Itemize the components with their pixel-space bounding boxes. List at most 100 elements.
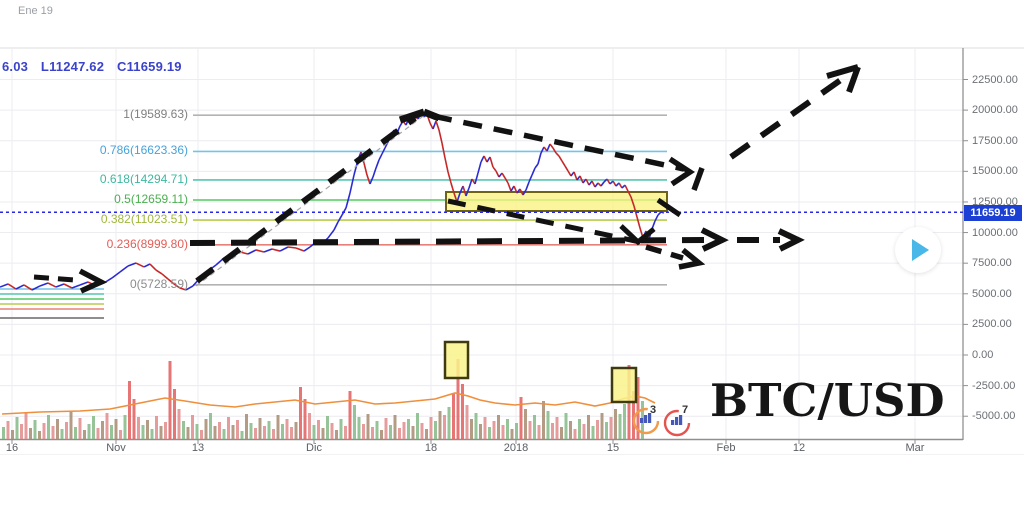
- price-line-segment: [79, 281, 89, 286]
- volume-bar: [524, 409, 527, 439]
- volume-bar: [501, 425, 505, 439]
- volume-bar: [137, 417, 140, 439]
- volume-bar: [204, 419, 208, 439]
- idea-badge-ring[interactable]: [663, 409, 691, 437]
- volume-bar: [231, 425, 235, 439]
- drawn-arrow: [189, 237, 705, 246]
- current-price-tag: 11659.19: [964, 205, 1022, 221]
- x-axis-label: 2018: [503, 442, 529, 454]
- x-axis-label: 15: [606, 442, 620, 454]
- volume-bar: [578, 419, 581, 439]
- price-line-segment: [507, 182, 512, 192]
- volume-bar: [438, 411, 442, 439]
- idea-badge-chart-glyph: [644, 415, 648, 423]
- volume-bar: [11, 430, 14, 439]
- price-line-segment: [111, 271, 121, 279]
- y-axis-label: -5000.00: [972, 410, 1016, 423]
- price-line-segment: [435, 120, 440, 131]
- price-line-segment: [71, 284, 81, 289]
- volume-bar: [60, 429, 64, 439]
- price-line-segment: [483, 155, 488, 163]
- volume-bar: [546, 411, 550, 439]
- price-line-segment: [438, 129, 443, 144]
- price-line-segment: [161, 273, 169, 280]
- price-line-segment: [23, 284, 33, 291]
- volume-bar: [258, 418, 262, 439]
- volume-bar: [105, 413, 109, 439]
- footer-bar: 202 0: [0, 455, 1024, 512]
- price-line-segment: [534, 163, 539, 169]
- volume-bar: [429, 417, 433, 439]
- fib-label-0.236: 0.236(8999.80): [106, 236, 188, 251]
- volume-bar: [479, 424, 482, 439]
- volume-bar: [299, 387, 302, 439]
- volume-bar: [618, 414, 622, 439]
- y-axis-label: -2500.00: [972, 379, 1016, 392]
- price-line-segment: [633, 205, 638, 218]
- fib-label-0.382: 0.382(11023.51): [100, 212, 188, 227]
- idea-badge-chart-glyph: [671, 420, 675, 425]
- idea-badge-ring[interactable]: [632, 407, 660, 435]
- price-line-segment: [149, 263, 157, 271]
- drawn-arrow: [645, 244, 684, 261]
- volume-bar: [123, 415, 127, 439]
- legend-low: L11247.62: [40, 59, 105, 74]
- y-axis-label: 2500.00: [972, 318, 1012, 331]
- volume-bar: [96, 428, 100, 439]
- drawn-arrow: [619, 224, 656, 246]
- volume-bar: [564, 413, 568, 439]
- volume-bar: [92, 416, 95, 439]
- price-line-segment: [531, 167, 536, 176]
- play-button[interactable]: [895, 227, 941, 273]
- volume-bar: [411, 426, 415, 439]
- volume-ma-line: [1, 392, 656, 415]
- volume-bar: [357, 417, 361, 439]
- volume-bar: [371, 427, 374, 439]
- price-line-segment: [363, 162, 368, 176]
- price-line-segment: [561, 160, 566, 167]
- volume-bar: [38, 431, 41, 439]
- idea-badge-chart-glyph: [679, 415, 683, 425]
- volume-bar: [452, 394, 455, 439]
- volume-bar: [33, 420, 37, 439]
- price-line-segment: [591, 180, 596, 188]
- price-line-segment: [349, 174, 355, 194]
- volume-bar: [78, 418, 82, 439]
- y-axis-label: 5000.00: [972, 287, 1012, 300]
- price-line-segment: [15, 284, 25, 290]
- fib-trendline: [195, 113, 427, 287]
- price-line-segment: [567, 170, 572, 177]
- price-line-segment: [31, 285, 41, 291]
- price-line-segment: [573, 171, 578, 181]
- volume-bar: [587, 415, 590, 439]
- price-line-segment: [459, 185, 464, 194]
- price-line-segment: [432, 120, 437, 130]
- volume-bar: [20, 424, 23, 439]
- price-line-segment: [179, 287, 187, 291]
- volume-bar: [632, 391, 635, 439]
- y-axis-label: 17500.00: [972, 134, 1018, 147]
- volume-bar: [447, 407, 451, 439]
- volume-bar: [582, 424, 586, 439]
- volume-bar: [245, 414, 248, 439]
- price-line-segment: [295, 247, 305, 252]
- price-line-segment: [173, 283, 181, 289]
- drawn-arrow: [678, 247, 706, 270]
- volume-bar: [267, 421, 271, 439]
- price-line-segment: [504, 177, 509, 184]
- price-line-segment: [564, 165, 569, 172]
- y-axis-label: 0.00: [972, 349, 994, 361]
- x-axis-label: Dic: [306, 442, 322, 454]
- volume-bar: [348, 391, 352, 439]
- price-line-segment: [477, 161, 482, 174]
- volume-bar: [542, 401, 545, 439]
- volume-bar: [236, 420, 239, 439]
- price-line-segment: [558, 155, 563, 162]
- volume-bar: [128, 381, 131, 439]
- volume-bar: [119, 430, 122, 439]
- volume-bar: [294, 422, 298, 439]
- volume-bar: [569, 421, 572, 439]
- price-line-segment: [555, 152, 560, 157]
- fib-label-0: 0(5728.59): [129, 276, 188, 291]
- idea-badge-chart-glyph: [648, 413, 652, 423]
